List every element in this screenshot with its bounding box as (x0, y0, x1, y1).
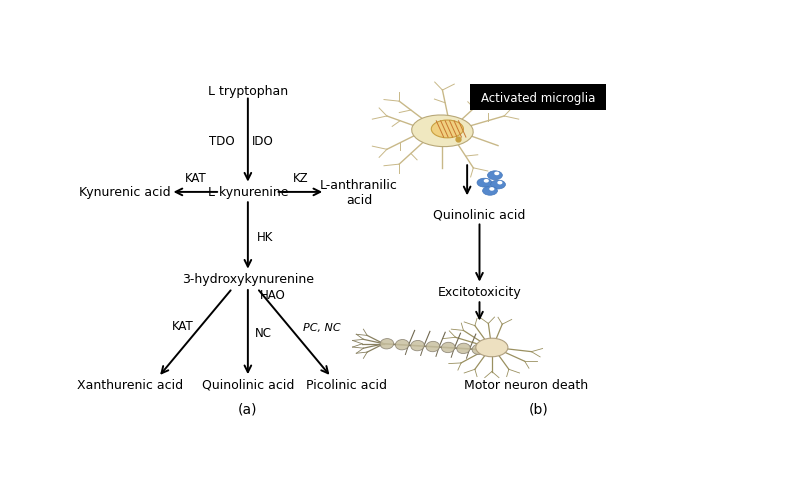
Text: Picolinic acid: Picolinic acid (306, 378, 387, 391)
FancyBboxPatch shape (470, 85, 606, 111)
Text: Quinolinic acid: Quinolinic acid (434, 208, 526, 221)
Circle shape (498, 182, 502, 184)
Text: L tryptophan: L tryptophan (208, 84, 288, 97)
Text: KAT: KAT (184, 172, 206, 185)
Text: HAO: HAO (260, 288, 286, 301)
Text: HK: HK (257, 230, 273, 243)
Ellipse shape (442, 343, 455, 353)
Text: KZ: KZ (292, 172, 308, 185)
Circle shape (495, 173, 499, 175)
Ellipse shape (472, 345, 485, 355)
Text: NC: NC (255, 326, 273, 339)
Text: KAT: KAT (172, 319, 194, 332)
Circle shape (491, 180, 505, 190)
Circle shape (488, 171, 502, 180)
Text: Xanthurenic acid: Xanthurenic acid (77, 378, 183, 391)
Text: L kynurenine: L kynurenine (207, 186, 289, 199)
Text: L-anthranilic
acid: L-anthranilic acid (320, 179, 398, 206)
Ellipse shape (412, 116, 473, 147)
Text: (a): (a) (238, 402, 257, 416)
Text: Kynurenic acid: Kynurenic acid (79, 186, 170, 199)
Ellipse shape (426, 342, 440, 352)
Text: Activated microglia: Activated microglia (481, 92, 595, 105)
Text: TDO: TDO (209, 134, 234, 147)
Text: 3-hydroxykynurenine: 3-hydroxykynurenine (182, 273, 314, 286)
Circle shape (485, 180, 488, 182)
Circle shape (482, 187, 497, 196)
Text: Quinolinic acid: Quinolinic acid (202, 378, 294, 391)
Ellipse shape (476, 338, 508, 357)
Text: IDO: IDO (252, 134, 273, 147)
Text: (b): (b) (528, 402, 548, 416)
Ellipse shape (431, 121, 463, 139)
Circle shape (490, 189, 493, 191)
Text: Motor neuron death: Motor neuron death (464, 378, 588, 391)
Ellipse shape (380, 339, 394, 349)
Ellipse shape (395, 340, 409, 350)
Text: PC, NC: PC, NC (304, 323, 341, 332)
Text: Excitotoxicity: Excitotoxicity (438, 286, 521, 299)
Ellipse shape (410, 341, 424, 351)
Ellipse shape (457, 344, 470, 354)
Circle shape (477, 179, 492, 188)
